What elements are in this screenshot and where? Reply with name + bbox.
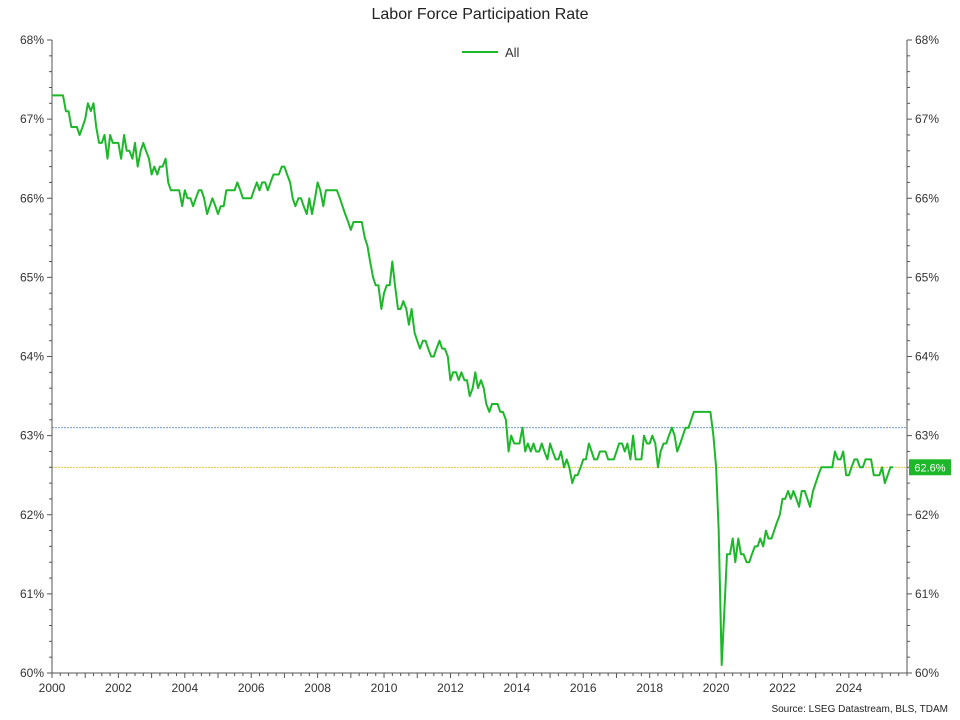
badge-label: 62.6% bbox=[914, 462, 945, 474]
x-tick-label: 2000 bbox=[39, 681, 66, 695]
y-tick-label-right: 68% bbox=[915, 33, 939, 47]
axes: 60% 60% 61% 61% 62% 62% 63% 63% 64% 64% 65% 65% 66% 6… bbox=[20, 33, 939, 695]
y-tick-label-right: 66% bbox=[915, 191, 939, 205]
series-line-all bbox=[52, 94, 894, 667]
y-tick-label-left: 60% bbox=[20, 666, 44, 680]
y-tick-label-left: 61% bbox=[20, 587, 44, 601]
y-tick-label-right: 67% bbox=[915, 112, 939, 126]
y-tick-label-right: 62% bbox=[915, 508, 939, 522]
x-tick-label: 2020 bbox=[703, 681, 730, 695]
y-tick-label-left: 68% bbox=[20, 33, 44, 47]
badge-background bbox=[909, 459, 951, 476]
y-tick-label-left: 63% bbox=[20, 429, 44, 443]
y-tick-label-left: 65% bbox=[20, 270, 44, 284]
x-tick-label: 2010 bbox=[371, 681, 398, 695]
y-tick-label-right: 63% bbox=[915, 429, 939, 443]
y-tick-label-right: 61% bbox=[915, 587, 939, 601]
x-tick-label: 2024 bbox=[836, 681, 863, 695]
last-value-badge: 62.6% bbox=[909, 459, 951, 476]
x-tick-label: 2018 bbox=[636, 681, 663, 695]
reference-lines bbox=[52, 427, 907, 468]
legend-label: All bbox=[505, 45, 520, 60]
y-tick-label-left: 64% bbox=[20, 350, 44, 364]
y-tick-label-left: 62% bbox=[20, 508, 44, 522]
x-tick-label: 2012 bbox=[437, 681, 464, 695]
y-tick-label-right: 64% bbox=[915, 350, 939, 364]
y-tick-label-left: 67% bbox=[20, 112, 44, 126]
chart-title: Labor Force Participation Rate bbox=[371, 6, 589, 23]
y-tick-label-right: 60% bbox=[915, 666, 939, 680]
source-note: Source: LSEG Datastream, BLS, TDAM bbox=[771, 704, 948, 715]
x-tick-label: 2006 bbox=[238, 681, 265, 695]
x-tick-label: 2002 bbox=[105, 681, 132, 695]
y-tick-label-left: 66% bbox=[20, 191, 44, 205]
x-tick-label: 2008 bbox=[304, 681, 331, 695]
y-tick-label-right: 65% bbox=[915, 270, 939, 284]
x-tick-label: 2004 bbox=[171, 681, 198, 695]
series-layer bbox=[52, 94, 894, 667]
x-tick-label: 2016 bbox=[570, 681, 597, 695]
legend: All bbox=[462, 45, 520, 60]
x-tick-label: 2022 bbox=[769, 681, 796, 695]
x-tick-label: 2014 bbox=[504, 681, 531, 695]
